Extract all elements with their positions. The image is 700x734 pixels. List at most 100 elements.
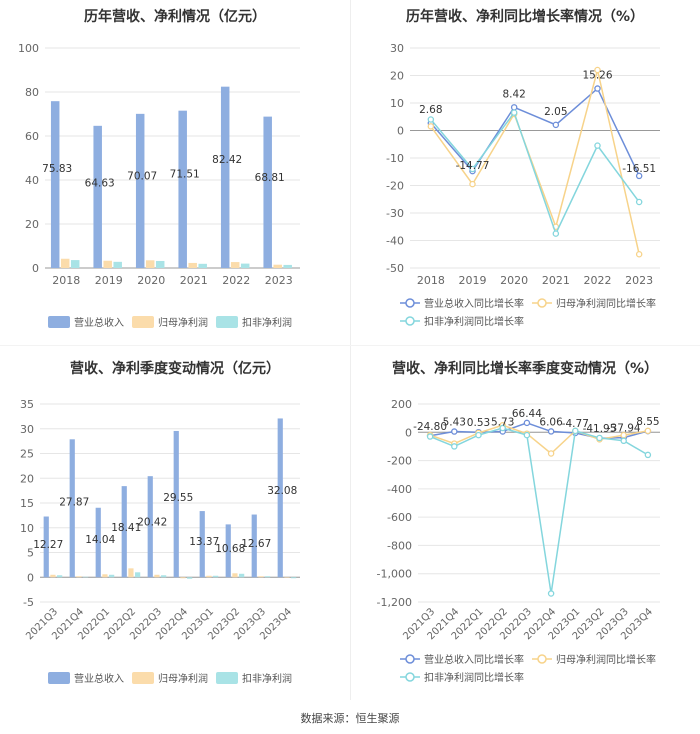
bar-net-profit (50, 574, 56, 578)
data-label: 18.41 (111, 522, 141, 534)
y-tick-label: 10 (20, 522, 34, 535)
bar-deducted-profit (57, 575, 63, 578)
data-label: 8.55 (636, 416, 659, 428)
data-label: -24.80 (413, 421, 447, 433)
y-tick-label: 30 (390, 42, 404, 55)
bar-deducted-profit (198, 263, 207, 268)
bar-net-profit (128, 568, 134, 578)
data-label: -16.51 (622, 163, 656, 175)
bar-net-profit (102, 574, 108, 578)
legend-swatch (48, 316, 70, 328)
legend-marker (537, 654, 547, 664)
data-point (427, 116, 435, 123)
bar-revenue (199, 511, 205, 578)
series-line (430, 69, 640, 255)
y-tick-label: 20 (20, 472, 34, 485)
data-label: 5.43 (443, 417, 466, 429)
data-label: 14.04 (85, 534, 115, 546)
legend-swatch (216, 316, 238, 328)
chart-title: 营收、净利同比增长率季度变动情况（%） (391, 361, 659, 377)
y-tick-label: 20 (25, 218, 39, 231)
y-tick-label: 0 (405, 426, 412, 439)
bar-net-profit (154, 574, 160, 578)
bar-net-profit (188, 262, 197, 268)
quarterly-bar-chart: -5051015202530352021Q32021Q42022Q12022Q2… (20, 398, 300, 685)
quarterly-growth-line-chart: -1,200-1,000-800-600-400-20002002021Q320… (377, 398, 660, 684)
data-point (547, 450, 555, 457)
data-label: 68.81 (255, 172, 285, 184)
bar-deducted-profit (113, 261, 122, 268)
bar-deducted-profit (213, 575, 219, 578)
data-label: 13.37 (189, 536, 219, 548)
data-label: 2.68 (419, 104, 442, 116)
y-tick-label: 0 (32, 262, 39, 275)
legend-label: 归母净利润 (158, 672, 208, 685)
bar-deducted-profit (239, 573, 245, 578)
y-tick-label: 0 (397, 125, 404, 138)
data-label: -14.77 (456, 160, 490, 172)
bar-revenue (50, 101, 60, 268)
chart-title: 历年营收、净利同比增长率情况（%） (405, 9, 645, 25)
quarterly-growth-panel: 营收、净利同比增长率季度变动情况（%） -1,200 -1,000 -800 -600… (350, 346, 700, 700)
bar-deducted-profit (187, 577, 193, 579)
y-tick-label: -1,000 (377, 568, 412, 581)
y-tick-label: 20 (390, 70, 404, 83)
data-point (620, 437, 627, 445)
y-tick-label: 30 (20, 423, 34, 436)
bar-net-profit (60, 258, 70, 268)
data-label: 64.63 (85, 178, 115, 190)
legend-label: 归母净利润同比增长率 (556, 653, 656, 666)
bar-net-profit (273, 264, 282, 268)
data-label: 12.27 (33, 539, 63, 551)
data-point (596, 434, 603, 442)
legend-label: 归母净利润同比增长率 (556, 297, 656, 310)
y-tick-label: 5 (27, 547, 34, 560)
data-point (635, 250, 643, 258)
bar-revenue (220, 86, 230, 269)
data-point (644, 427, 652, 435)
legend-marker (537, 298, 547, 308)
data-point (523, 431, 531, 439)
x-tick-label: 2021 (542, 274, 570, 287)
data-label: 66.44 (512, 408, 542, 420)
x-tick-label: 2022 (584, 274, 612, 287)
bar-revenue (43, 516, 49, 578)
legend-label: 营业总收入 (74, 672, 124, 685)
y-tick-label: -200 (387, 455, 412, 468)
data-label: 82.42 (212, 154, 242, 166)
data-point (510, 109, 518, 116)
legend-swatch (48, 672, 70, 684)
bar-deducted-profit (155, 260, 165, 268)
bar-net-profit (232, 573, 238, 578)
y-tick-label: -50 (386, 262, 404, 275)
y-tick-label: -1,200 (377, 596, 412, 609)
series-line (429, 427, 649, 594)
data-point (594, 85, 601, 92)
y-tick-label: 0 (27, 571, 34, 584)
bar-deducted-profit (283, 264, 292, 268)
x-tick-label: 2023 (625, 274, 653, 287)
data-label: 29.55 (163, 492, 193, 504)
bar-revenue (178, 110, 187, 268)
data-label: 70.07 (127, 171, 157, 183)
bar-deducted-profit (161, 575, 167, 578)
data-source-note: 数据来源：恒生聚源 (300, 712, 400, 725)
data-point (451, 428, 458, 435)
bar-net-profit (145, 260, 155, 268)
annual-growth-line-chart: -50 -40 -30 -20 -10 0 10 20 30 2018 2019 2020 2021 20… (386, 42, 660, 328)
data-point (594, 142, 601, 149)
data-point (635, 172, 643, 180)
legend-label: 营业总收入同比增长率 (424, 653, 524, 666)
data-point (644, 451, 652, 459)
bar-deducted-profit (109, 574, 115, 578)
x-tick-label: 2022 (222, 274, 250, 287)
y-tick-label: 100 (18, 42, 39, 55)
annual-bar-chart: 0 20 40 60 80 100 2018 2019 2020 2021 2022 2023 75.8… (18, 42, 300, 329)
bar-revenue (173, 430, 179, 578)
data-point (499, 424, 506, 432)
legend-marker (405, 672, 415, 682)
y-tick-label: -600 (387, 511, 412, 524)
x-tick-label: 2018 (52, 274, 80, 287)
chart-title: 营收、净利季度变动情况（亿元） (70, 361, 280, 377)
bar-revenue (95, 507, 101, 578)
